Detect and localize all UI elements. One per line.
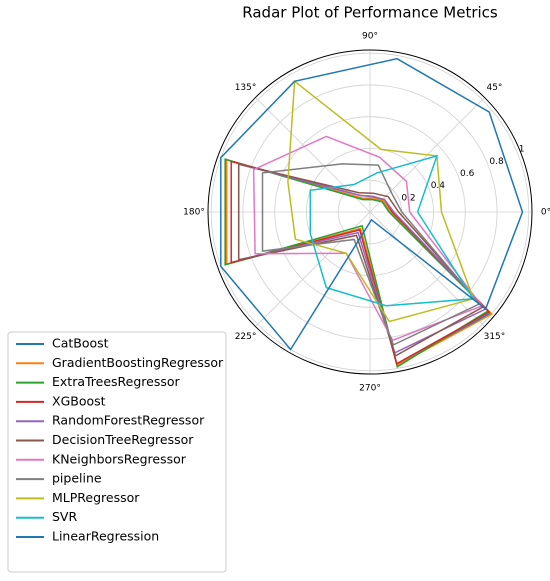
series-line [237,163,485,358]
series-line [287,79,475,323]
series-line [220,57,524,351]
legend-label: ExtraTreesRegressor [52,374,181,389]
series-line [252,135,484,342]
legend-label: XGBoost [52,393,106,408]
legend-label: SVR [52,509,77,524]
legend-label: DecisionTreeRegressor [52,432,194,447]
r-tick-label: 0.4 [431,181,446,191]
grid-spoke [369,211,485,327]
r-tick-label: 1 [519,145,525,155]
series-line [225,158,493,367]
legend-label: CatBoost [52,336,109,351]
angle-label: 0° [541,208,550,218]
polar-frame [207,49,533,375]
series-line [261,163,481,346]
legend-label: KNeighborsRegressor [52,451,187,466]
angle-label: 45° [486,83,502,93]
legend-frame [7,331,227,573]
legend-label: GradientBoostingRegressor [52,355,224,370]
legend-label: LinearRegression [52,529,159,544]
angle-label: 90° [362,32,378,42]
legend-label: MLPRegressor [52,490,140,505]
legend-label: pipeline [52,471,102,486]
angle-label: 225° [235,332,257,342]
chart-title: Radar Plot of Performance Metrics [242,4,498,22]
angle-label: 315° [484,332,506,342]
series-line [309,154,475,307]
angle-label: 135° [235,83,257,93]
r-tick-label: 0.8 [489,157,504,167]
angle-label: 180° [183,208,205,218]
r-tick-label: 0.6 [460,169,475,179]
legend: CatBoost GradientBoostingRegressor ExtraTr… [7,331,227,573]
angle-label: 270° [359,384,381,394]
legend-label: RandomForestRegressor [52,413,205,428]
